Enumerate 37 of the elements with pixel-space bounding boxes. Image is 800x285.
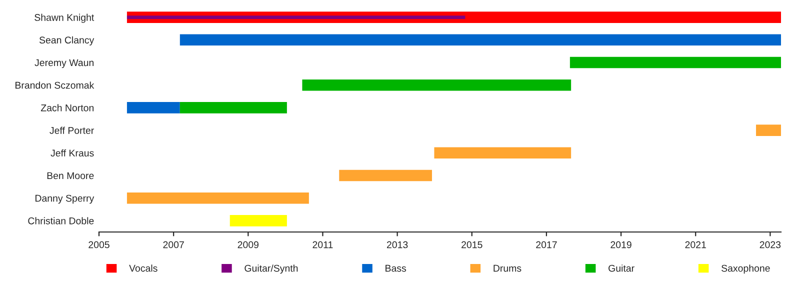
bar: [180, 34, 781, 46]
bar: [230, 215, 287, 226]
legend-label: Vocals: [129, 264, 158, 272]
x-tick-label: 2009: [238, 241, 259, 248]
x-tick-label: 2017: [536, 241, 557, 248]
x-tick-label: 2005: [88, 241, 110, 248]
bar: [302, 79, 572, 91]
bar: [126, 16, 466, 19]
bar: [126, 102, 180, 114]
bar: [570, 56, 781, 68]
x-tick-label: 2021: [685, 241, 706, 248]
bar: [180, 102, 287, 114]
y-tick-label: Jeff Porter: [50, 126, 94, 134]
y-tick-label: Shawn Knight: [34, 14, 94, 23]
bar: [434, 147, 572, 159]
legend-label: Guitar: [608, 264, 634, 272]
bar: [339, 170, 432, 182]
x-tick-label: 2019: [610, 241, 632, 248]
x-tick-label: 2023: [760, 241, 781, 248]
y-tick-label: Danny Sperry: [36, 194, 94, 204]
x-tick-label: 2007: [163, 241, 184, 248]
bar: [126, 192, 309, 204]
x-tick-label: 2015: [462, 241, 482, 248]
y-tick-label: Brandon Sczomak: [16, 82, 94, 89]
legend-label: Saxophone: [722, 264, 770, 274]
y-tick-label: Christian Doble: [28, 217, 94, 224]
x-tick-label: 2011: [312, 241, 333, 248]
bar: [756, 124, 781, 136]
y-tick-label: Sean Clancy: [39, 36, 94, 46]
y-tick-label: Zach Norton: [40, 104, 94, 112]
y-tick-label: Jeremy Waun: [34, 59, 94, 68]
y-tick-label: Ben Moore: [47, 172, 94, 180]
x-tick-label: 2013: [386, 241, 408, 248]
legend-label: Drums: [494, 264, 522, 272]
y-tick-label: Jeff Kraus: [50, 149, 94, 157]
legend-label: Bass: [386, 264, 406, 272]
legend-label: Guitar/Synth: [244, 264, 298, 274]
